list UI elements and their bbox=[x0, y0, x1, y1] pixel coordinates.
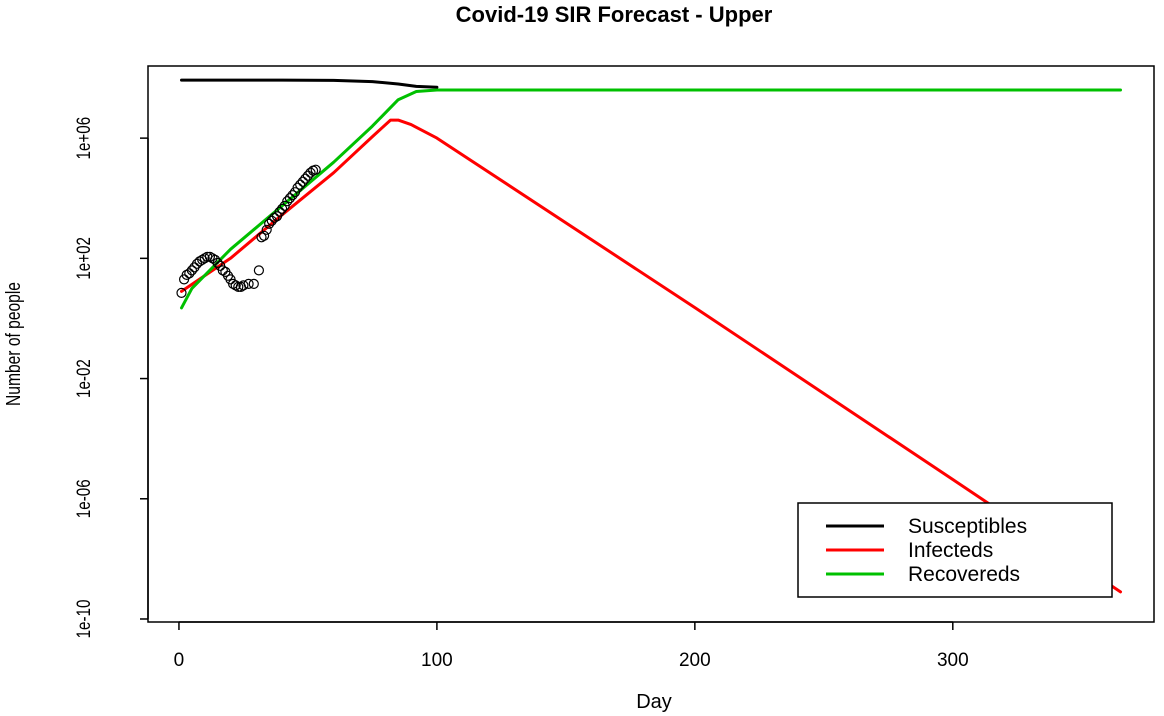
observed-point bbox=[264, 218, 275, 229]
observed-point bbox=[212, 257, 223, 268]
observed-point bbox=[248, 278, 259, 289]
observed-point bbox=[274, 206, 285, 217]
y-tick-label: 1e-06 bbox=[72, 479, 94, 518]
y-axis-label: Number of people bbox=[2, 282, 24, 406]
y-tick-label: 1e-02 bbox=[72, 359, 94, 398]
observed-point bbox=[176, 287, 187, 298]
observed-point bbox=[277, 203, 288, 214]
y-tick-label: 1e-10 bbox=[72, 600, 94, 639]
observed-points bbox=[176, 164, 321, 298]
observed-point bbox=[253, 265, 264, 276]
observed-point bbox=[295, 179, 306, 190]
x-tick-label: 100 bbox=[421, 650, 453, 671]
x-tick-label: 0 bbox=[174, 650, 185, 671]
y-tick-label: 1e+02 bbox=[72, 237, 94, 280]
legend-label-infecteds: Infecteds bbox=[908, 539, 993, 562]
legend-label-recovereds: Recovereds bbox=[908, 563, 1020, 586]
observed-point bbox=[305, 167, 316, 178]
legend-label-susceptibles: Susceptibles bbox=[908, 515, 1027, 538]
observed-point bbox=[194, 256, 205, 267]
observed-point bbox=[230, 280, 241, 291]
observed-point bbox=[292, 182, 303, 193]
observed-point bbox=[287, 190, 298, 201]
observed-point bbox=[210, 254, 221, 265]
observed-point bbox=[282, 196, 293, 207]
observed-point bbox=[261, 224, 272, 235]
observed-point bbox=[284, 193, 295, 204]
observed-point bbox=[199, 253, 210, 264]
series-line-susceptibles bbox=[180, 78, 439, 89]
observed-point bbox=[184, 268, 195, 279]
observed-point bbox=[300, 173, 311, 184]
observed-point bbox=[217, 265, 228, 276]
legend: Susceptibles Infecteds Recovereds bbox=[797, 502, 1113, 598]
observed-point bbox=[233, 281, 244, 292]
x-tick-label: 300 bbox=[937, 650, 969, 671]
observed-point bbox=[297, 176, 308, 187]
observed-point bbox=[310, 164, 321, 175]
x-tick-label: 200 bbox=[679, 650, 711, 671]
chart-title: Covid-19 SIR Forecast - Upper bbox=[456, 2, 773, 27]
observed-point bbox=[259, 230, 270, 241]
observed-point bbox=[238, 280, 249, 291]
observed-point bbox=[269, 212, 280, 223]
y-axis: 1e+06 1e+02 1e-02 1e-06 1e-10 bbox=[72, 117, 149, 639]
observed-point bbox=[256, 232, 267, 243]
x-axis-label: Day bbox=[636, 691, 672, 713]
y-tick-label: 1e+06 bbox=[72, 117, 94, 160]
observed-point bbox=[243, 278, 254, 289]
observed-point bbox=[186, 265, 197, 276]
observed-point bbox=[204, 251, 215, 262]
observed-point bbox=[302, 170, 313, 181]
series-line-recovereds bbox=[180, 88, 1122, 310]
x-axis: 0 100 200 300 bbox=[174, 621, 969, 671]
